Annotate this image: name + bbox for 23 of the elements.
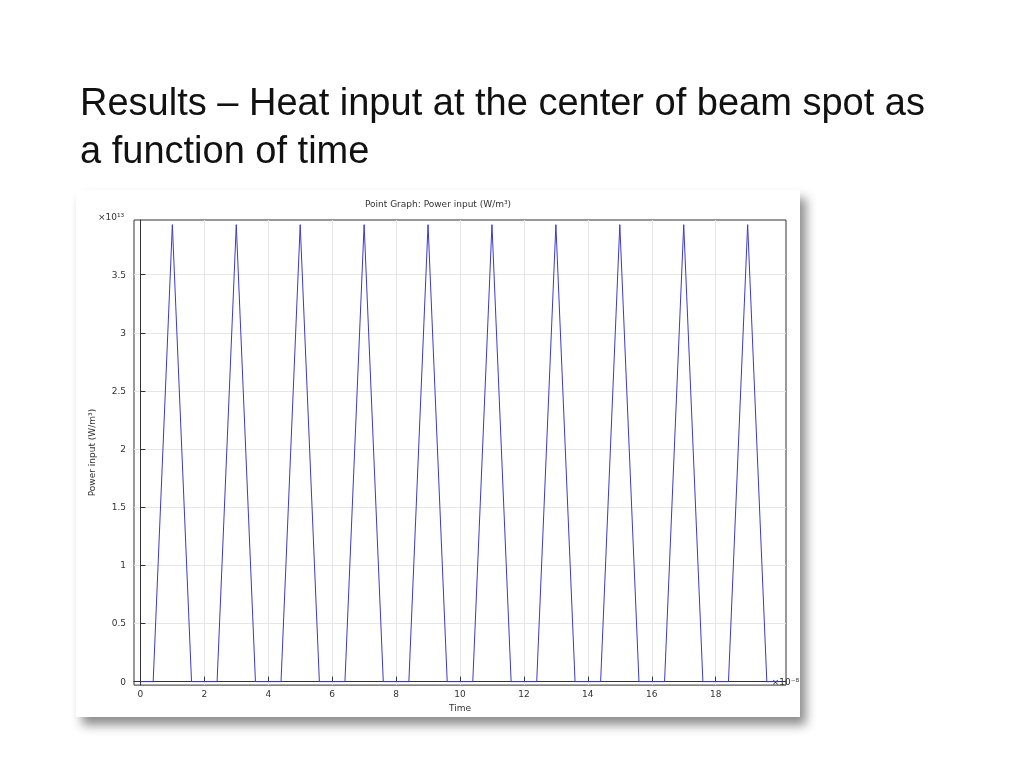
x-tick-label: 0 (137, 688, 144, 699)
y-tick-label: 3 (120, 327, 126, 338)
y-tick-label: 2 (120, 444, 126, 455)
chart-title: Results – Heat input at the center of beam spot as a function of time (80, 80, 926, 173)
x-tick-label: 12 (518, 688, 530, 699)
y-tick-label: 3.5 (111, 269, 126, 280)
y-tick-label: 0.5 (111, 618, 126, 629)
x-axis-title: Time (447, 702, 472, 713)
chart-subtitle: Point Graph: Power input (W/m³) (364, 198, 512, 209)
y-tick-label: 2.5 (111, 385, 126, 396)
x-tick-label: 10 (454, 688, 466, 699)
x-tick-label: 8 (393, 688, 400, 699)
y-tick-label: 1.5 (111, 502, 126, 513)
x-tick-label: 14 (582, 688, 594, 699)
x-tick-label: 6 (329, 688, 336, 699)
y-tick-label: 1 (120, 560, 126, 571)
x-tick-label: 16 (646, 688, 658, 699)
y-axis-title: Power input (W/m³) (86, 408, 97, 497)
text: ×10¹³ (98, 211, 125, 222)
x-tick-label: 18 (709, 688, 722, 699)
x-tick-label: 2 (201, 688, 208, 699)
x-tick-label: 4 (265, 688, 272, 699)
y-tick-label: 0 (120, 676, 127, 687)
